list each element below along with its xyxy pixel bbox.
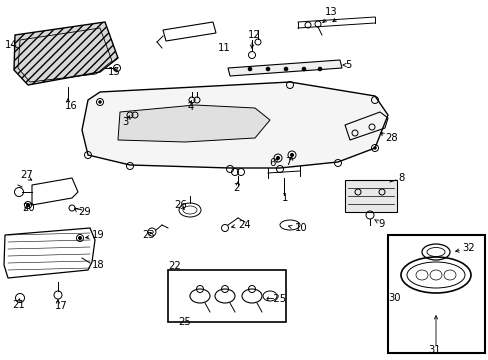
Text: 5: 5 bbox=[345, 60, 351, 70]
Text: 25: 25 bbox=[178, 317, 190, 327]
Polygon shape bbox=[14, 22, 118, 85]
Text: 13: 13 bbox=[325, 7, 337, 17]
Text: 8: 8 bbox=[397, 173, 404, 183]
Text: 30: 30 bbox=[387, 293, 400, 303]
Text: 28: 28 bbox=[384, 133, 397, 143]
Text: 19: 19 bbox=[92, 230, 104, 240]
Polygon shape bbox=[227, 60, 341, 76]
Circle shape bbox=[79, 237, 81, 239]
Text: 23: 23 bbox=[142, 230, 154, 240]
Circle shape bbox=[26, 203, 29, 207]
Circle shape bbox=[247, 67, 251, 71]
Circle shape bbox=[99, 101, 101, 103]
Bar bbox=[168, 270, 285, 322]
Text: 1: 1 bbox=[281, 193, 287, 203]
Polygon shape bbox=[82, 82, 387, 168]
Text: 10: 10 bbox=[294, 223, 307, 233]
Text: 6: 6 bbox=[268, 158, 275, 168]
Circle shape bbox=[276, 157, 279, 159]
Text: 3: 3 bbox=[122, 117, 128, 127]
Text: 9: 9 bbox=[377, 219, 384, 229]
Text: 14: 14 bbox=[5, 40, 18, 50]
Text: 4: 4 bbox=[187, 102, 194, 112]
Text: 15: 15 bbox=[108, 67, 121, 77]
Text: 26: 26 bbox=[174, 200, 186, 210]
Text: 18: 18 bbox=[92, 260, 104, 270]
Text: 16: 16 bbox=[65, 101, 78, 111]
Text: 24: 24 bbox=[238, 220, 250, 230]
Text: 22: 22 bbox=[168, 261, 181, 271]
Text: 27: 27 bbox=[20, 170, 33, 180]
Text: 7: 7 bbox=[284, 157, 290, 167]
Text: 17: 17 bbox=[55, 301, 68, 311]
Text: 21: 21 bbox=[12, 300, 25, 310]
Circle shape bbox=[317, 67, 321, 71]
Text: 2: 2 bbox=[232, 183, 239, 193]
Text: 29: 29 bbox=[78, 207, 91, 217]
Text: 20: 20 bbox=[22, 203, 35, 213]
Circle shape bbox=[290, 153, 293, 157]
Circle shape bbox=[302, 67, 305, 71]
Text: ←25: ←25 bbox=[264, 294, 285, 304]
Text: 31: 31 bbox=[428, 345, 440, 355]
Circle shape bbox=[373, 147, 375, 149]
Text: 32: 32 bbox=[461, 243, 474, 253]
Bar bbox=[345, 180, 396, 212]
Bar bbox=[387, 235, 484, 353]
Text: 12: 12 bbox=[247, 30, 260, 40]
Circle shape bbox=[284, 67, 287, 71]
Text: 11: 11 bbox=[218, 43, 230, 53]
Circle shape bbox=[265, 67, 269, 71]
Polygon shape bbox=[118, 105, 269, 142]
